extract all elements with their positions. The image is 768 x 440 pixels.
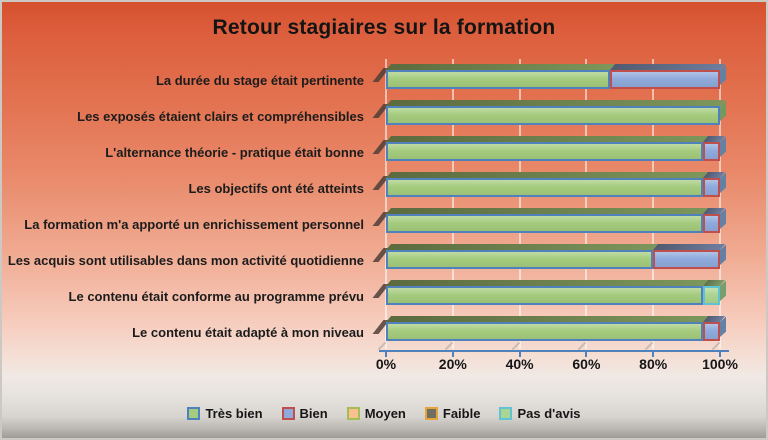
legend-swatch xyxy=(346,406,360,420)
stacked-bar xyxy=(386,286,720,305)
bar-row xyxy=(386,134,720,170)
category-labels: La durée du stage était pertinente Les ex… xyxy=(6,62,374,350)
x-axis-tick xyxy=(652,352,655,357)
legend-swatch xyxy=(281,406,295,420)
legend-label: Pas d'avis xyxy=(517,405,581,421)
category-label: La durée du stage était pertinente xyxy=(155,72,364,88)
bar-segment xyxy=(703,322,720,341)
bar-row xyxy=(386,278,720,314)
category-label: Le contenu était adapté à mon niveau xyxy=(132,324,364,340)
legend-label: Très bien xyxy=(205,405,263,421)
x-axis-tick-label: 100% xyxy=(702,356,738,372)
legend-item: Moyen xyxy=(346,405,406,421)
bar-segment xyxy=(386,286,704,305)
bar-row xyxy=(386,170,720,206)
plot-area xyxy=(377,59,729,357)
category-label: Les objectifs ont été atteints xyxy=(188,180,364,196)
bar-segment xyxy=(609,70,720,89)
bar-segment xyxy=(386,178,704,197)
bar-row xyxy=(386,206,720,242)
bar-segment xyxy=(703,178,720,197)
category-label: La formation m'a apporté un enrichisseme… xyxy=(24,216,364,232)
x-axis-tick xyxy=(719,352,721,357)
bar-row xyxy=(386,314,720,350)
x-axis-labels: 0% 20% 40% 60% 80% 100% xyxy=(376,356,738,376)
x-axis-line xyxy=(379,350,729,352)
legend-label: Faible xyxy=(442,405,481,421)
stacked-bar xyxy=(386,214,720,233)
bar-segment xyxy=(703,286,720,305)
gridline xyxy=(719,59,721,349)
x-axis-tick-label: 20% xyxy=(438,356,467,372)
legend: Très bien Bien Moyen Faible Pas d'avis xyxy=(2,402,766,424)
legend-item: Très bien xyxy=(187,405,263,421)
stacked-bar xyxy=(386,178,720,197)
x-axis-tick xyxy=(451,352,454,357)
bar-segment xyxy=(386,142,704,161)
x-axis-tick xyxy=(585,352,588,357)
bar-segment xyxy=(703,214,720,233)
bars-area xyxy=(386,62,720,350)
stacked-bar xyxy=(386,142,720,161)
stacked-bar xyxy=(386,70,720,89)
bar-segment xyxy=(386,214,704,233)
legend-swatch xyxy=(499,406,513,420)
bar-row xyxy=(386,62,720,98)
x-axis-tick-label: 40% xyxy=(505,356,534,372)
bar-row xyxy=(386,98,720,134)
category-label: Le contenu était conforme au programme p… xyxy=(68,288,364,304)
legend-item: Pas d'avis xyxy=(499,405,581,421)
bar-segment xyxy=(653,250,720,269)
legend-swatch xyxy=(424,406,438,420)
x-axis-tick-label: 60% xyxy=(572,356,601,372)
legend-label: Bien xyxy=(299,405,328,421)
x-axis-tick-label: 80% xyxy=(639,356,668,372)
stacked-bar xyxy=(386,322,720,341)
bar-segment xyxy=(386,322,704,341)
bar-segment xyxy=(386,106,720,125)
bar-segment xyxy=(386,250,654,269)
x-axis-tick xyxy=(385,352,387,357)
x-axis-tick-label: 0% xyxy=(375,356,397,372)
legend-swatch xyxy=(187,406,201,420)
category-label: Les acquis sont utilisables dans mon act… xyxy=(7,252,364,268)
bar-segment xyxy=(386,70,610,89)
stacked-bar xyxy=(386,250,720,269)
stacked-bar xyxy=(386,106,720,125)
bar-segment xyxy=(703,142,720,161)
bar-row xyxy=(386,242,720,278)
x-axis-tick xyxy=(518,352,521,357)
legend-label: Moyen xyxy=(364,405,406,421)
chart-title: Retour stagiaires sur la formation xyxy=(212,16,556,39)
category-label: L'alternance théorie - pratique était bo… xyxy=(105,144,364,160)
category-label: Les exposés étaient clairs et compréhens… xyxy=(77,108,364,124)
legend-item: Faible xyxy=(424,405,481,421)
legend-item: Bien xyxy=(281,405,328,421)
